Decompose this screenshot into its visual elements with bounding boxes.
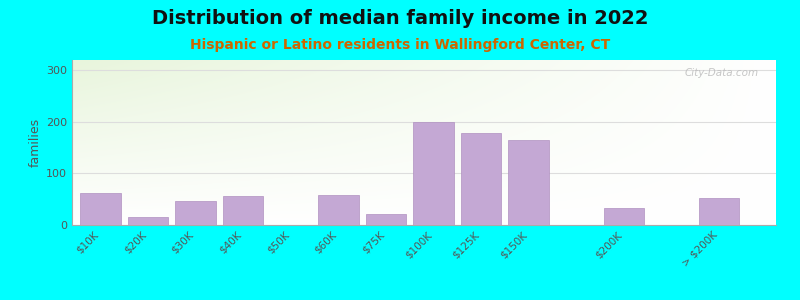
Text: Distribution of median family income in 2022: Distribution of median family income in … <box>152 9 648 28</box>
Bar <box>223 196 263 225</box>
Bar <box>366 214 406 225</box>
Bar <box>175 201 216 225</box>
Bar <box>698 198 739 225</box>
Text: City-Data.com: City-Data.com <box>684 68 758 78</box>
Bar <box>80 193 121 225</box>
Text: Hispanic or Latino residents in Wallingford Center, CT: Hispanic or Latino residents in Wallingf… <box>190 38 610 52</box>
Y-axis label: families: families <box>29 118 42 167</box>
Bar <box>414 122 454 225</box>
Bar <box>128 217 168 225</box>
Bar <box>509 140 549 225</box>
Bar <box>318 195 358 225</box>
Bar <box>461 133 502 225</box>
Bar <box>603 208 644 225</box>
